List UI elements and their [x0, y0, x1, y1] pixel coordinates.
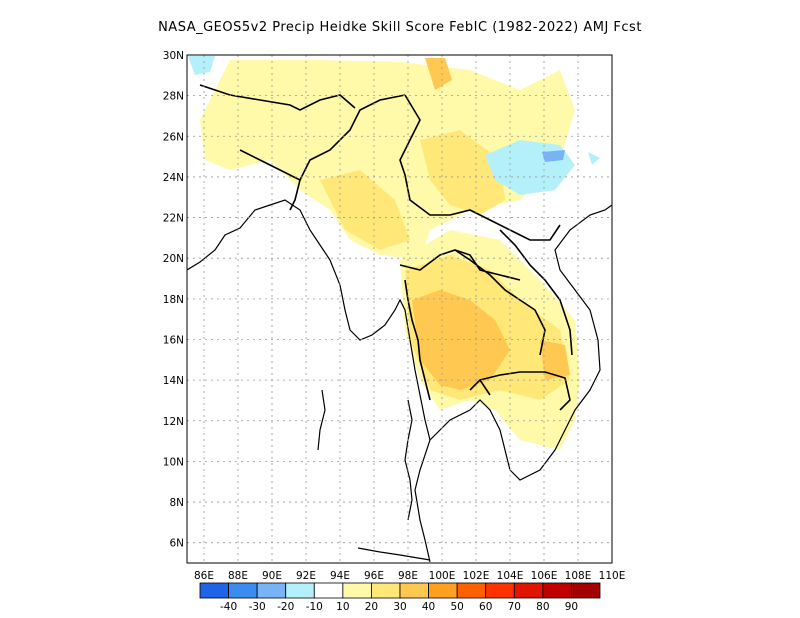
andaman-islands — [317, 389, 326, 451]
lon-label: 108E — [565, 570, 592, 582]
colorbar-swatch — [199, 582, 229, 599]
lon-label: 106E — [531, 570, 558, 582]
colorbar-swatch — [313, 582, 344, 599]
lon-label: 96E — [364, 570, 384, 582]
colorbar-label: -20 — [277, 601, 294, 613]
latitude-labels: 30N 28N 26N 24N 22N 20N 18N 16N 14N 12N 10N 8N 6N — [163, 50, 184, 550]
lat-label: 8N — [169, 497, 184, 509]
colorbar-swatch — [571, 582, 601, 599]
country-borders — [199, 84, 573, 411]
colorbar-label: 10 — [336, 601, 349, 613]
gridlines — [187, 55, 612, 563]
longitude-labels: 86E 88E 90E 92E 94E 96E 98E 100E 102E 104E 106E 108… — [194, 570, 625, 582]
lat-label: 26N — [163, 131, 184, 143]
colorbar-label: 50 — [450, 601, 463, 613]
lon-label: 94E — [330, 570, 350, 582]
contour-neg-20 — [542, 150, 565, 162]
colorbar-label: 30 — [393, 601, 406, 613]
lat-label: 14N — [163, 375, 184, 387]
colorbar-swatch — [456, 582, 487, 599]
colorbar-label: -10 — [306, 601, 323, 613]
contour-neg-10-nw — [188, 56, 215, 75]
coast-south — [357, 547, 431, 561]
lat-label: 20N — [163, 253, 184, 265]
contour-30-40-east — [540, 340, 570, 380]
lon-label: 88E — [228, 570, 248, 582]
colorbar-label: 80 — [536, 601, 549, 613]
border-myanmar-india — [299, 94, 406, 181]
border-myanmar-thailand — [399, 249, 521, 281]
lon-label: 86E — [194, 570, 214, 582]
colorbar-swatch — [285, 582, 315, 599]
colorbar-label: 70 — [508, 601, 521, 613]
lat-label: 28N — [163, 91, 184, 103]
border-china — [399, 94, 561, 241]
contour-neg-10-e — [588, 152, 600, 165]
border-thailand-west — [404, 279, 431, 401]
coast-gulf-thailand — [429, 204, 612, 481]
contour-30-40-top — [425, 58, 452, 90]
colorbar-label: 20 — [365, 601, 378, 613]
border-laos-thailand — [454, 249, 546, 356]
skill-contours — [188, 56, 600, 450]
colorbar-swatch — [256, 582, 287, 599]
colorbar — [199, 582, 601, 599]
border-cambodia-thailand — [469, 378, 491, 396]
lat-label: 24N — [163, 172, 184, 184]
lon-label: 110E — [599, 570, 626, 582]
contour-10-20-north — [200, 60, 575, 260]
colorbar-label: 90 — [565, 601, 578, 613]
lon-label: 100E — [429, 570, 456, 582]
colorbar-label: -30 — [249, 601, 266, 613]
colorbar-swatch — [228, 582, 258, 599]
coastlines — [187, 199, 612, 563]
map-frame — [186, 54, 613, 564]
contour-20-30-west — [320, 170, 410, 250]
lat-label: 22N — [163, 213, 184, 225]
border-bangladesh — [239, 149, 301, 211]
colorbar-swatch — [542, 582, 572, 599]
colorbar-swatch — [342, 582, 372, 599]
lat-label: 30N — [163, 50, 184, 62]
lat-label: 16N — [163, 334, 184, 346]
colorbar-swatch — [428, 582, 458, 599]
lon-label: 92E — [296, 570, 316, 582]
lon-label: 98E — [398, 570, 418, 582]
border-cambodia — [479, 371, 571, 411]
colorbar-label: 60 — [479, 601, 492, 613]
lat-label: 10N — [163, 456, 184, 468]
colorbar-swatch — [513, 582, 544, 599]
lat-label: 6N — [169, 538, 184, 550]
colorbar-label: 40 — [422, 601, 435, 613]
colorbar-swatch — [485, 582, 515, 599]
border-laos-vietnam — [499, 229, 573, 356]
lat-label: 12N — [163, 416, 184, 428]
colorbar-label: -40 — [220, 601, 237, 613]
lat-label: 18N — [163, 294, 184, 306]
colorbar-swatch — [371, 582, 401, 599]
map-title: NASA_GEOS5v2 Precip Heidke Skill Score F… — [158, 20, 642, 35]
lon-label: 90E — [262, 570, 282, 582]
lon-label: 102E — [463, 570, 490, 582]
andaman-islands-2 — [404, 399, 413, 521]
colorbar-labels: -40 -30 -20 -10 10 20 30 40 50 60 70 80 90 — [220, 601, 578, 613]
lon-label: 104E — [497, 570, 524, 582]
colorbar-swatch — [399, 582, 429, 599]
contour-30-40-core — [412, 290, 510, 390]
contour-20-30-north — [420, 130, 505, 215]
